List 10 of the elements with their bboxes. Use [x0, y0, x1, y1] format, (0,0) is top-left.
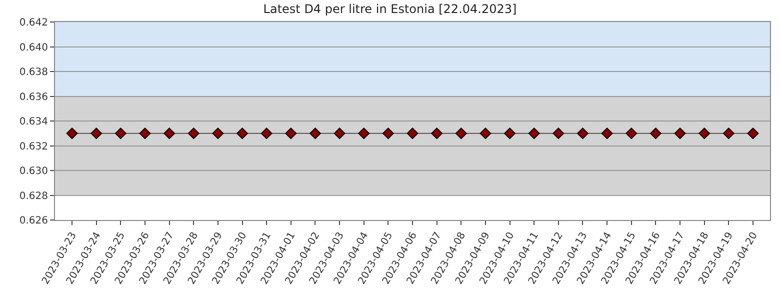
- y-tick-label: 0.638: [19, 67, 48, 78]
- y-tick-label: 0.636: [19, 92, 48, 103]
- y-tick-label: 0.642: [19, 18, 48, 28]
- y-tick-label: 0.626: [19, 216, 48, 226]
- y-tick-label: 0.632: [19, 141, 48, 152]
- y-tick-label: 0.634: [19, 116, 48, 128]
- chart-title: Latest D4 per litre in Estonia [22.04.2023]: [263, 2, 517, 16]
- y-tick-label: 0.628: [19, 190, 48, 202]
- y-tick-label: 0.640: [19, 42, 48, 54]
- y-tick-label: 0.630: [19, 166, 48, 177]
